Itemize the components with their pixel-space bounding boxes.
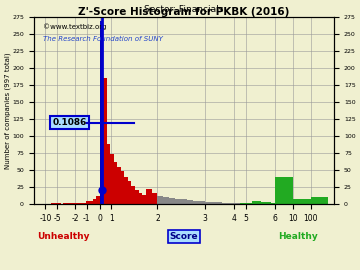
Bar	[131, 186, 135, 204]
Text: Score: Score	[170, 232, 198, 241]
Bar	[63, 203, 73, 204]
Bar	[100, 21, 103, 204]
Bar	[142, 195, 146, 204]
Bar	[152, 193, 157, 204]
Bar	[187, 200, 193, 204]
Title: Z'-Score Histogram for PKBK (2016): Z'-Score Histogram for PKBK (2016)	[78, 7, 290, 17]
Bar	[216, 202, 222, 204]
Bar	[175, 199, 181, 204]
Text: Sector: Financials: Sector: Financials	[144, 5, 224, 14]
Bar	[107, 144, 110, 204]
Bar	[121, 171, 125, 204]
Bar	[199, 201, 204, 204]
Bar	[89, 201, 93, 204]
Text: ©www.textbiz.org: ©www.textbiz.org	[43, 23, 106, 30]
Bar	[240, 203, 246, 204]
Bar	[139, 193, 142, 204]
Text: 0.1086: 0.1086	[52, 118, 87, 127]
Bar	[114, 162, 117, 204]
Bar	[271, 203, 275, 204]
Bar	[146, 189, 152, 204]
Bar	[193, 201, 199, 204]
Bar	[110, 154, 114, 204]
Bar	[222, 203, 228, 204]
Bar	[76, 203, 81, 204]
Bar	[96, 196, 100, 204]
Bar	[81, 203, 86, 204]
Bar	[117, 167, 121, 204]
Bar	[228, 203, 234, 204]
Bar	[246, 203, 252, 204]
Text: Healthy: Healthy	[278, 232, 318, 241]
Bar	[261, 202, 271, 204]
Bar	[252, 201, 261, 204]
Bar	[86, 201, 89, 204]
Bar	[135, 190, 139, 204]
Bar	[93, 199, 96, 204]
Bar	[181, 199, 187, 204]
Bar	[169, 198, 175, 204]
Bar	[103, 78, 107, 204]
Bar	[125, 177, 128, 204]
Text: The Research Foundation of SUNY: The Research Foundation of SUNY	[43, 36, 163, 42]
Bar	[71, 203, 76, 204]
Bar	[234, 203, 240, 204]
Bar	[163, 197, 169, 204]
Bar	[204, 202, 211, 204]
Bar	[275, 177, 293, 204]
Bar	[128, 181, 131, 204]
Text: Unhealthy: Unhealthy	[37, 232, 90, 241]
Y-axis label: Number of companies (997 total): Number of companies (997 total)	[4, 52, 11, 169]
Bar	[293, 199, 311, 204]
Bar	[211, 202, 216, 204]
Bar	[311, 197, 328, 204]
Bar	[157, 196, 163, 204]
Bar	[51, 203, 61, 204]
